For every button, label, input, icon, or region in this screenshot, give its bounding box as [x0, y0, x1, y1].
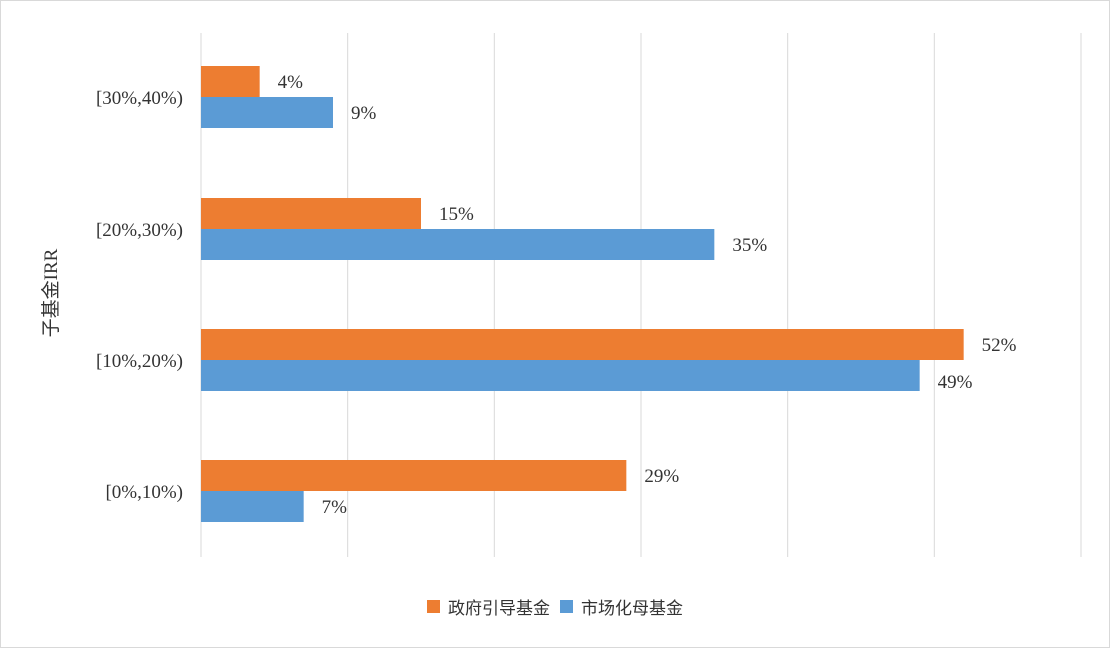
bar-0 — [201, 198, 421, 229]
data-label: 49% — [938, 372, 973, 393]
bar-0 — [201, 460, 627, 491]
data-label: 15% — [439, 204, 474, 225]
category-tick-label: [0%,10%) — [105, 482, 183, 503]
category-tick-label: [10%,20%) — [96, 351, 183, 372]
data-label: 4% — [278, 72, 304, 93]
data-label: 35% — [732, 235, 767, 256]
bar-1 — [201, 97, 333, 128]
data-label: 7% — [322, 497, 348, 518]
y-axis-title: 子基金IRR — [40, 248, 62, 337]
bar-1 — [201, 491, 304, 522]
legend-swatch-series-1 — [560, 600, 573, 613]
category-tick-label: [20%,30%) — [96, 220, 183, 241]
legend-label-series-0: 政府引导基金 — [448, 599, 550, 619]
bar-1 — [201, 360, 920, 391]
data-label: 29% — [644, 466, 679, 487]
legend: 政府引导基金 市场化母基金 — [0, 594, 1110, 619]
data-label: 52% — [982, 335, 1017, 356]
bar-0 — [201, 66, 260, 97]
legend-swatch-series-0 — [427, 600, 440, 613]
legend-label-series-1: 市场化母基金 — [581, 599, 683, 619]
bar-0 — [201, 329, 964, 360]
bar-1 — [201, 229, 715, 260]
category-tick-label: [30%,40%) — [96, 88, 183, 109]
legend-item-series-0[interactable]: 政府引导基金 — [427, 594, 550, 619]
legend-item-series-1[interactable]: 市场化母基金 — [560, 594, 683, 619]
data-label: 9% — [351, 103, 377, 124]
